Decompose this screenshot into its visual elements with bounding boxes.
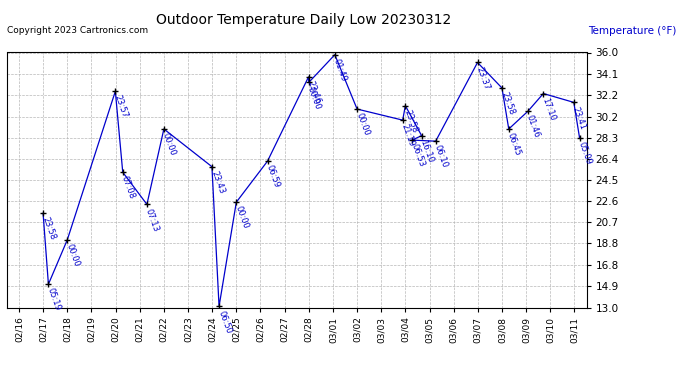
Text: Temperature (°F): Temperature (°F) [588,26,676,36]
Text: 21:19: 21:19 [400,123,416,148]
Text: 01:49: 01:49 [332,57,348,83]
Text: 06:45: 06:45 [506,132,522,157]
Text: 23:46: 23:46 [306,80,322,105]
Text: 23:58: 23:58 [499,91,515,116]
Text: 07:08: 07:08 [120,175,137,201]
Text: 05:19: 05:19 [46,287,62,312]
Text: 06:50: 06:50 [216,309,233,334]
Text: 23:58: 23:58 [40,216,57,242]
Text: 23:37: 23:37 [475,65,491,91]
Text: 23:57: 23:57 [112,94,129,120]
Text: Outdoor Temperature Daily Low 20230312: Outdoor Temperature Daily Low 20230312 [156,13,451,27]
Text: 07:13: 07:13 [144,207,161,233]
Text: 23:58: 23:58 [402,108,419,134]
Text: 17:10: 17:10 [540,96,557,122]
Text: Copyright 2023 Cartronics.com: Copyright 2023 Cartronics.com [7,26,148,35]
Text: 01:46: 01:46 [525,114,542,140]
Text: 00:00: 00:00 [233,205,250,230]
Text: 06:59: 06:59 [264,164,282,189]
Text: 05:09: 05:09 [577,141,593,166]
Text: 00:00: 00:00 [354,112,371,137]
Text: 00:00: 00:00 [161,132,177,157]
Text: 06:53: 06:53 [409,143,426,168]
Text: 23:41: 23:41 [571,105,588,130]
Text: 00:00: 00:00 [64,243,81,268]
Text: 16:10: 16:10 [419,138,435,164]
Text: 00:00: 00:00 [306,85,322,111]
Text: 23:43: 23:43 [209,170,226,195]
Text: 06:10: 06:10 [433,144,449,170]
